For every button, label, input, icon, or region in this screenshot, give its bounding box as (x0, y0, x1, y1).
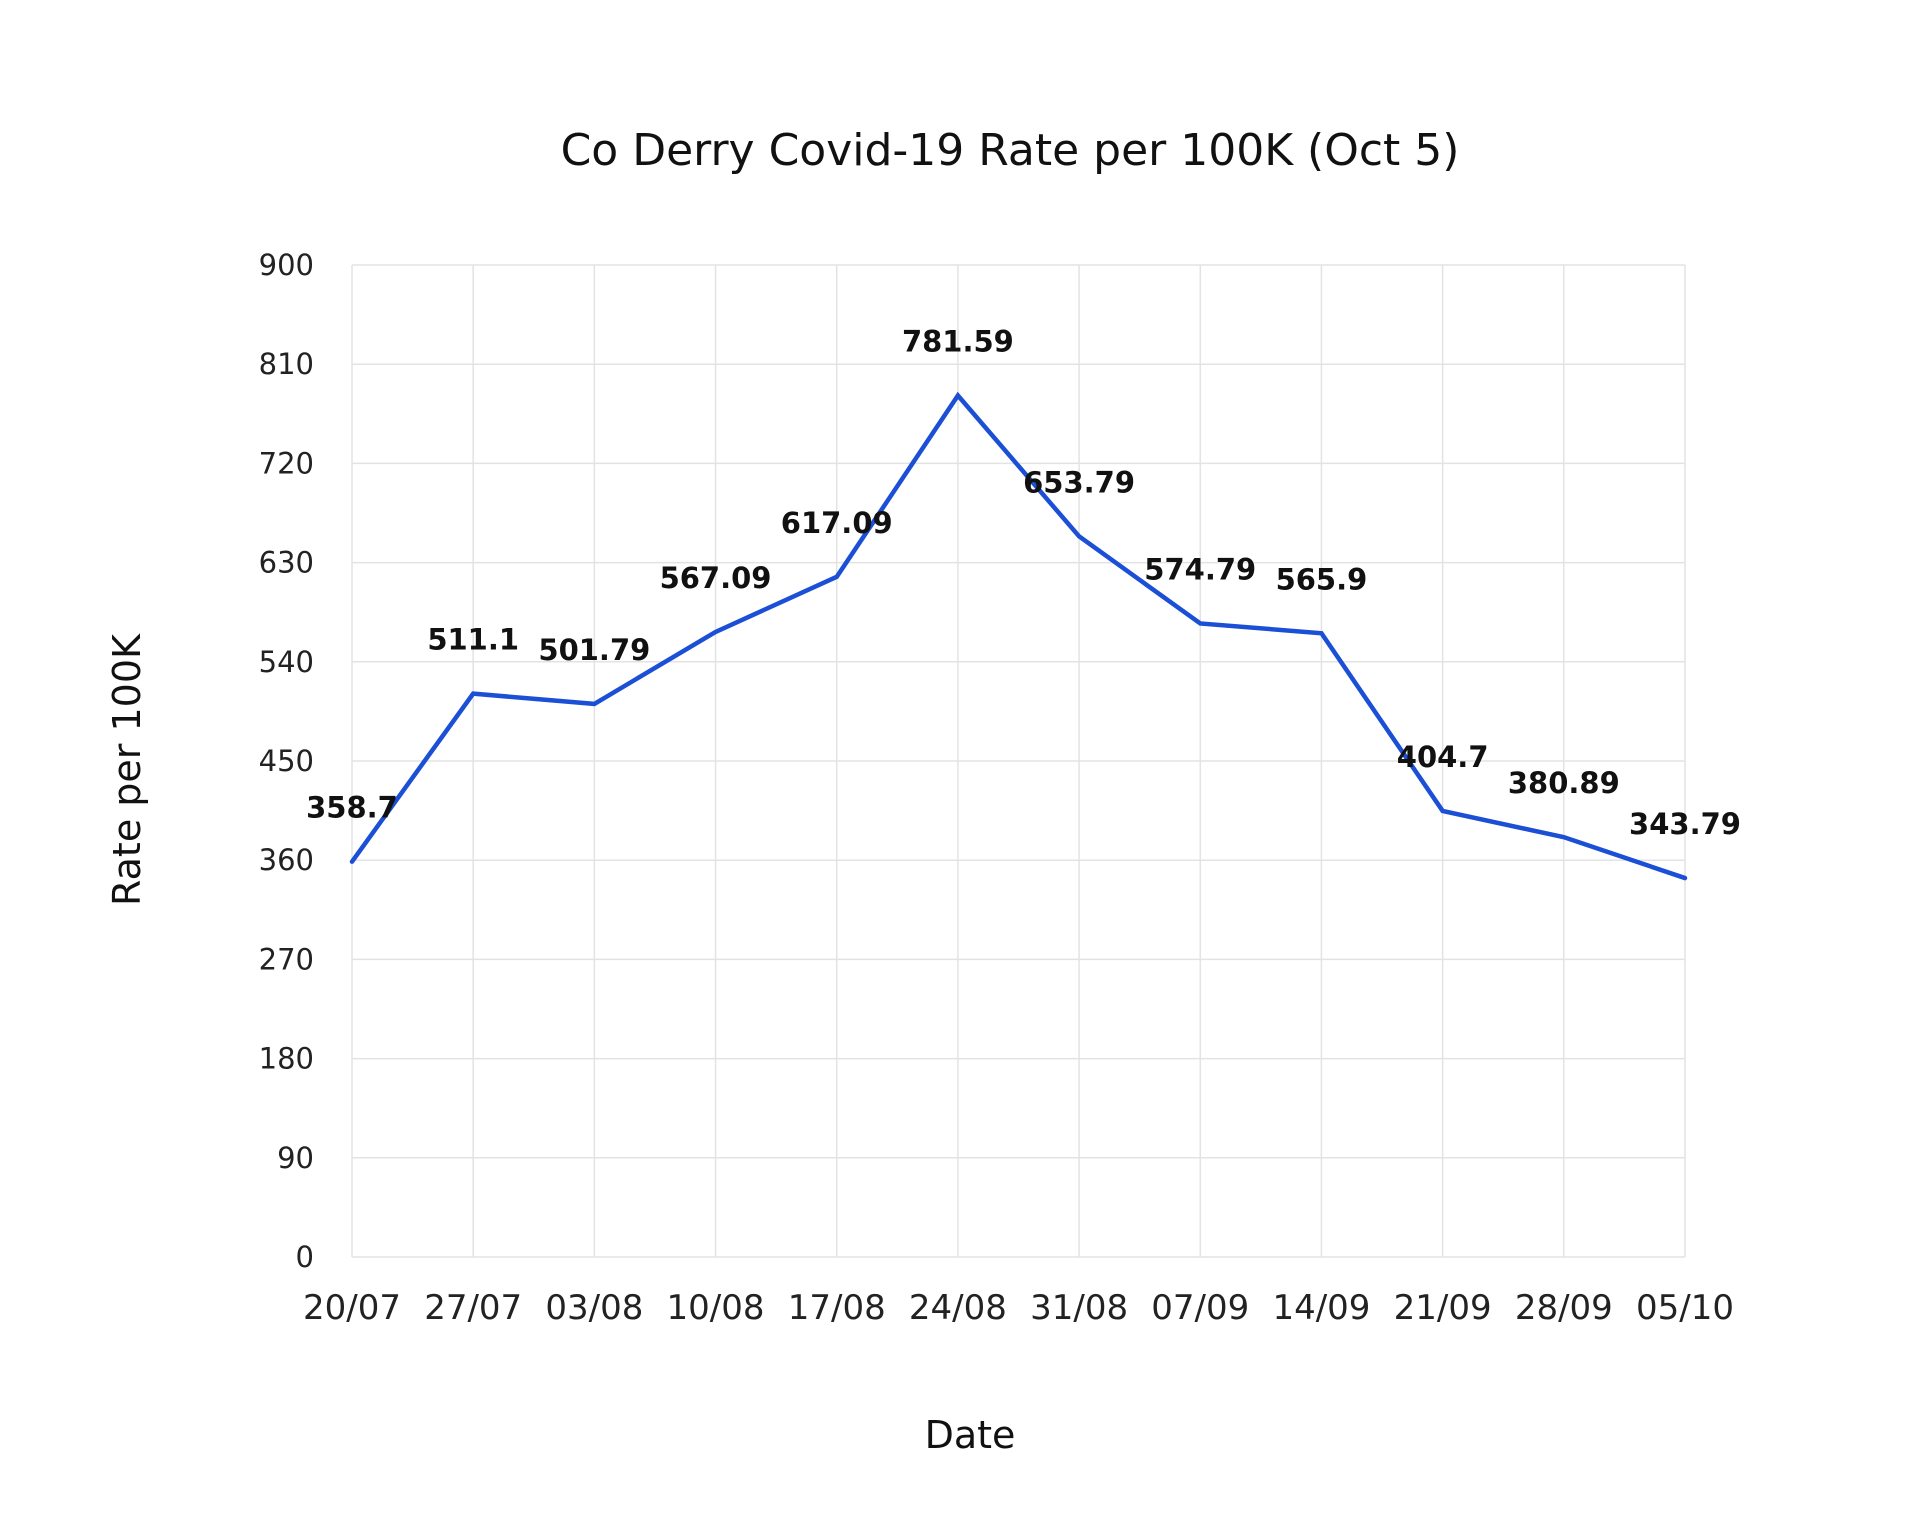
x-tick-label: 14/09 (1272, 1288, 1370, 1328)
data-label: 781.59 (902, 325, 1014, 359)
y-tick-label: 180 (259, 1042, 314, 1076)
x-axis-title: Date (925, 1413, 1016, 1457)
data-label: 358.7 (306, 791, 398, 825)
data-label: 565.9 (1276, 562, 1368, 596)
data-label: 617.09 (781, 506, 893, 540)
x-tick-label: 27/07 (424, 1288, 522, 1328)
y-tick-label: 810 (259, 347, 314, 381)
data-label: 501.79 (538, 633, 650, 667)
y-tick-label: 540 (259, 645, 314, 679)
y-tick-label: 360 (259, 843, 314, 877)
series (349, 391, 1688, 881)
x-tick-label: 05/10 (1636, 1288, 1734, 1328)
chart-title: Co Derry Covid-19 Rate per 100K (Oct 5) (561, 125, 1460, 176)
x-tick-label: 28/09 (1515, 1288, 1613, 1328)
data-label: 511.1 (427, 623, 519, 657)
data-label: 404.7 (1397, 740, 1489, 774)
data-label: 653.79 (1023, 465, 1135, 499)
y-tick-label: 90 (277, 1141, 314, 1175)
x-tick-label: 17/08 (788, 1288, 886, 1328)
x-tick-label: 03/08 (545, 1288, 643, 1328)
x-tick-label: 07/09 (1151, 1288, 1249, 1328)
data-labels: 358.7 511.1 501.79 567.09 617.09 781.59 653.79… (306, 325, 1741, 842)
x-tick-label: 20/07 (303, 1288, 401, 1328)
data-label: 343.79 (1629, 807, 1741, 841)
grid (351, 264, 1686, 1258)
x-axis-ticks: 20/07 27/07 03/08 10/08 17/08 24/08 31/08 07/09… (303, 1288, 1734, 1328)
x-tick-label: 31/08 (1030, 1288, 1128, 1328)
data-label: 380.89 (1508, 766, 1620, 800)
y-tick-label: 720 (259, 446, 314, 480)
y-tick-label: 450 (259, 744, 314, 778)
data-label: 567.09 (660, 561, 772, 595)
y-axis-title: Rate per 100K (105, 633, 149, 906)
data-label: 574.79 (1144, 552, 1256, 586)
x-tick-label: 10/08 (667, 1288, 765, 1328)
x-tick-label: 24/08 (909, 1288, 1007, 1328)
x-tick-label: 21/09 (1394, 1288, 1492, 1328)
y-tick-label: 630 (259, 546, 314, 580)
y-tick-label: 270 (259, 942, 314, 976)
y-axis-ticks: 0 90 180 270 360 450 540 630 720 810 900 (259, 248, 314, 1274)
y-tick-label: 900 (259, 248, 314, 282)
series-line (349, 391, 1688, 881)
y-tick-label: 0 (296, 1240, 314, 1274)
